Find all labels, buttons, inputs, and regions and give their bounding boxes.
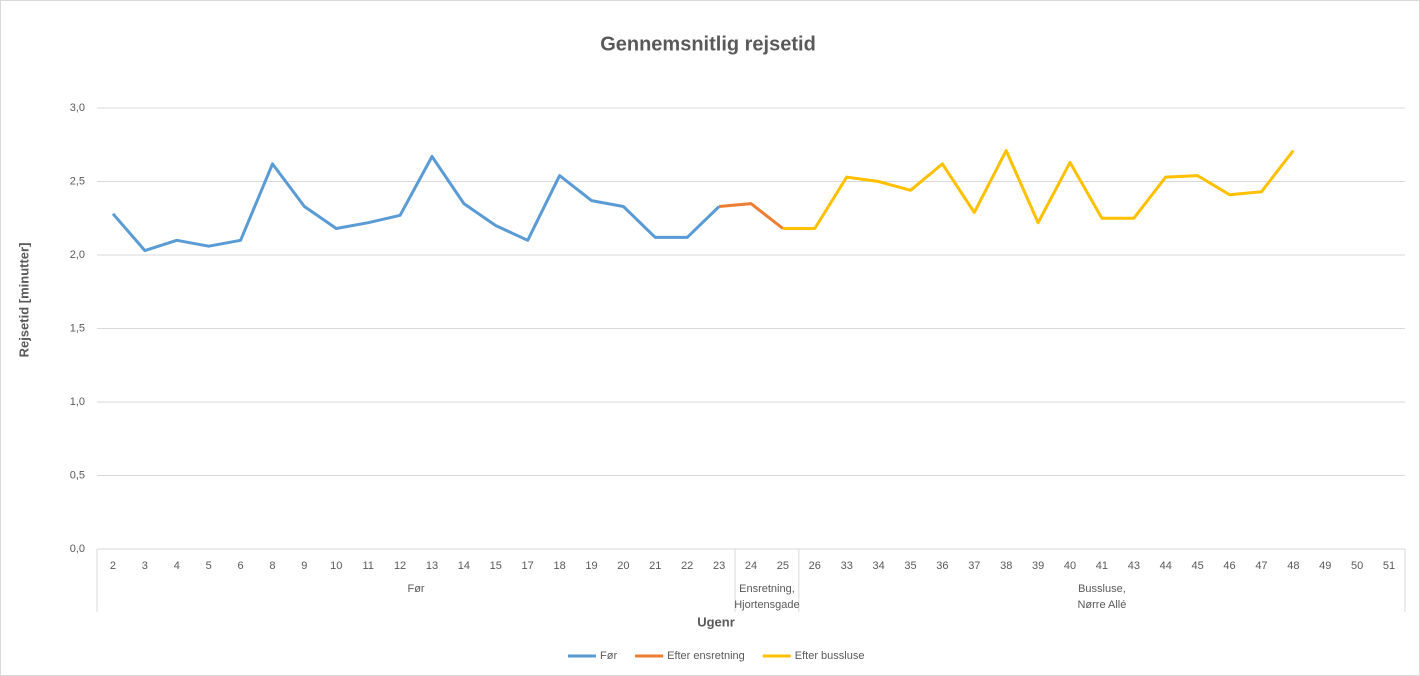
x-tick-label: 47 (1255, 560, 1267, 572)
group-label: Nørre Allé (1077, 599, 1126, 611)
x-tick-label: 46 (1223, 560, 1235, 572)
x-tick-label: 45 (1192, 560, 1204, 572)
y-tick-label: 1,5 (70, 322, 85, 334)
x-tick-label: 51 (1383, 560, 1395, 572)
x-tick-label: 48 (1287, 560, 1299, 572)
y-tick-label: 2,0 (70, 249, 85, 261)
chart-title: Gennemsnitlig rejsetid (600, 33, 816, 55)
x-tick-label: 43 (1128, 560, 1140, 572)
x-axis-label: Ugenr (697, 614, 735, 629)
x-tick-label: 39 (1032, 560, 1044, 572)
x-tick-label: 36 (936, 560, 948, 572)
group-label: Bussluse, (1078, 583, 1126, 595)
x-tick-label: 49 (1319, 560, 1331, 572)
series-line (782, 149, 1295, 230)
y-axis-label: Rejsetid [minutter] (16, 243, 31, 358)
x-tick-label: 26 (809, 560, 821, 572)
x-tick-label: 2 (110, 560, 116, 572)
x-tick-label: 40 (1064, 560, 1076, 572)
x-tick-label: 33 (841, 560, 853, 572)
x-tick-label: 44 (1160, 560, 1172, 572)
y-tick-label: 0,5 (70, 469, 85, 481)
x-tick-label: 20 (617, 560, 629, 572)
x-tick-label: 38 (1000, 560, 1012, 572)
legend-label: Efter bussluse (795, 650, 865, 662)
x-tick-label: 25 (777, 560, 789, 572)
group-label: Hjortensgade (734, 599, 799, 611)
x-tick-label: 18 (553, 560, 565, 572)
y-tick-label: 3,0 (70, 102, 85, 114)
x-tick-label: 23 (713, 560, 725, 572)
group-label: Før (407, 583, 424, 595)
x-tick-label: 14 (458, 560, 470, 572)
x-tick-label: 24 (745, 560, 757, 572)
x-tick-label: 10 (330, 560, 342, 572)
y-tick-label: 2,5 (70, 175, 85, 187)
x-tick-label: 8 (269, 560, 275, 572)
legend-label: Efter ensretning (667, 650, 745, 662)
x-tick-label: 12 (394, 560, 406, 572)
x-tick-label: 37 (968, 560, 980, 572)
x-tick-label: 13 (426, 560, 438, 572)
x-tick-label: 50 (1351, 560, 1363, 572)
x-tick-label: 17 (522, 560, 534, 572)
x-tick-label: 34 (872, 560, 884, 572)
y-tick-label: 1,0 (70, 396, 85, 408)
y-tick-label: 0,0 (70, 543, 85, 555)
x-tick-label: 21 (649, 560, 661, 572)
x-tick-label: 9 (301, 560, 307, 572)
group-label: Ensretning, (739, 583, 795, 595)
x-tick-label: 22 (681, 560, 693, 572)
series-line (718, 202, 784, 230)
x-tick-label: 4 (174, 560, 180, 572)
x-tick-label: 11 (362, 560, 373, 572)
series-line (111, 155, 721, 253)
x-tick-label: 6 (237, 560, 243, 572)
x-tick-label: 19 (585, 560, 597, 572)
x-tick-label: 41 (1096, 560, 1108, 572)
x-tick-label: 15 (490, 560, 502, 572)
x-tick-label: 3 (142, 560, 148, 572)
x-tick-label: 5 (206, 560, 212, 572)
x-tick-label: 35 (904, 560, 916, 572)
legend-label: Før (600, 650, 617, 662)
